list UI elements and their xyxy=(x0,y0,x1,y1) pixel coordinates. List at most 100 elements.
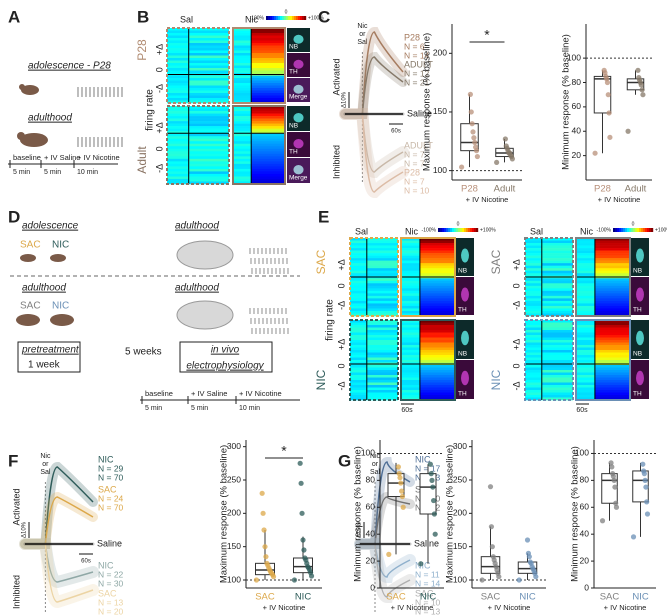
colorbar xyxy=(464,228,467,232)
legend-n: N = 13 xyxy=(98,597,124,607)
heatmap-row xyxy=(167,95,189,99)
heatmap-row xyxy=(167,111,189,114)
heatmap-row xyxy=(251,35,285,39)
heatmap-row xyxy=(419,367,455,371)
heatmap-row xyxy=(525,392,542,396)
heatmap-row xyxy=(251,85,285,89)
heatmap-row xyxy=(576,278,595,282)
heatmap-row xyxy=(419,298,455,302)
heatmap-row xyxy=(594,340,630,343)
heatmap-row xyxy=(419,248,455,251)
heatmap-row xyxy=(350,298,367,302)
colorbar xyxy=(444,228,447,232)
heatmap-row xyxy=(350,367,367,371)
trace xyxy=(25,543,94,583)
heatmap-row xyxy=(576,370,595,373)
heatmap-row xyxy=(188,126,229,129)
heatmap-row xyxy=(576,263,595,266)
heatmap-row xyxy=(188,151,229,155)
heatmap-row xyxy=(419,268,455,272)
heatmap-row xyxy=(167,128,189,132)
heatmap-row xyxy=(594,238,630,241)
heatmap-row xyxy=(525,395,542,398)
heatmap-row xyxy=(366,367,398,371)
legend-n: N = 6 xyxy=(404,41,425,51)
heatmap-row xyxy=(188,176,229,180)
x-tick-label: Adult xyxy=(625,184,647,195)
heatmap-row xyxy=(541,342,573,346)
colorbar xyxy=(462,228,465,232)
heatmap-row xyxy=(167,58,189,61)
heatmap-row xyxy=(401,357,420,361)
heatmap-row xyxy=(188,95,229,99)
heatmap-row xyxy=(401,327,420,331)
heatmap-row xyxy=(594,258,630,261)
heatmap-row xyxy=(419,320,455,323)
heatmap-row xyxy=(401,332,420,336)
heatmap-row xyxy=(419,255,455,259)
heatmap-row xyxy=(167,173,189,177)
y-tick-label: 60 xyxy=(580,502,590,512)
heatmap-row xyxy=(594,332,630,336)
heatmap-row xyxy=(541,303,573,307)
colorbar xyxy=(639,228,642,232)
heatmap-row xyxy=(251,146,285,150)
heatmap-row xyxy=(251,163,285,167)
heatmap-row xyxy=(188,178,229,182)
heatmap-row xyxy=(366,365,398,368)
heatmap-row xyxy=(188,63,229,66)
group-label: adulthood xyxy=(28,113,72,124)
heatmap-row xyxy=(594,380,630,383)
point xyxy=(386,551,392,557)
panel-label: F xyxy=(8,451,18,470)
heatmap-row xyxy=(167,93,189,96)
onset-label: or xyxy=(372,461,379,468)
heatmap-row xyxy=(541,243,573,246)
heatmap-row xyxy=(350,340,367,343)
point xyxy=(608,460,614,466)
colorbar xyxy=(440,228,443,232)
heatmap-row xyxy=(541,273,573,277)
heatmap-row xyxy=(350,385,367,388)
colorbar xyxy=(645,228,648,232)
phase-label: + IV Nicotine xyxy=(77,153,120,162)
heatmap-row xyxy=(576,327,595,331)
point xyxy=(612,484,618,490)
heatmap-row xyxy=(541,260,573,264)
heatmap-row xyxy=(541,382,573,386)
heatmap-row xyxy=(541,290,573,294)
heatmap-row xyxy=(188,138,229,142)
heatmap-row xyxy=(419,285,455,289)
heatmap-row xyxy=(251,58,285,61)
y-tick-label: 100 xyxy=(433,165,447,175)
point xyxy=(472,139,478,146)
legend-name: ADULT xyxy=(404,140,433,150)
heatmap-row xyxy=(350,365,367,368)
heatmap-row xyxy=(419,280,455,284)
heatmap-row xyxy=(541,258,573,261)
onset-label: Nic xyxy=(370,453,381,460)
heatmap-row xyxy=(576,367,595,371)
point xyxy=(625,128,631,134)
point xyxy=(259,490,265,496)
point xyxy=(606,110,612,116)
heatmap-row xyxy=(541,240,573,244)
heatmap-row xyxy=(576,330,595,333)
heatmap-row xyxy=(525,390,542,393)
heatmap-row xyxy=(541,332,573,336)
legend-n: N = 10 xyxy=(404,185,430,195)
heatmap-row xyxy=(167,181,189,185)
heatmap-row xyxy=(366,313,398,317)
heatmap-row xyxy=(525,367,542,371)
heatmap-row xyxy=(251,90,285,94)
heatmap-row xyxy=(188,35,229,39)
heatmap-row xyxy=(167,121,189,124)
heatmap-row xyxy=(594,245,630,249)
heatmap-row xyxy=(366,280,398,284)
scale-label: -100% xyxy=(597,227,612,233)
heatmap-row xyxy=(576,245,595,249)
heatmap-row xyxy=(401,382,420,386)
heatmap-row xyxy=(188,88,229,91)
heatmap-row xyxy=(419,390,455,393)
colorbar xyxy=(292,16,295,20)
